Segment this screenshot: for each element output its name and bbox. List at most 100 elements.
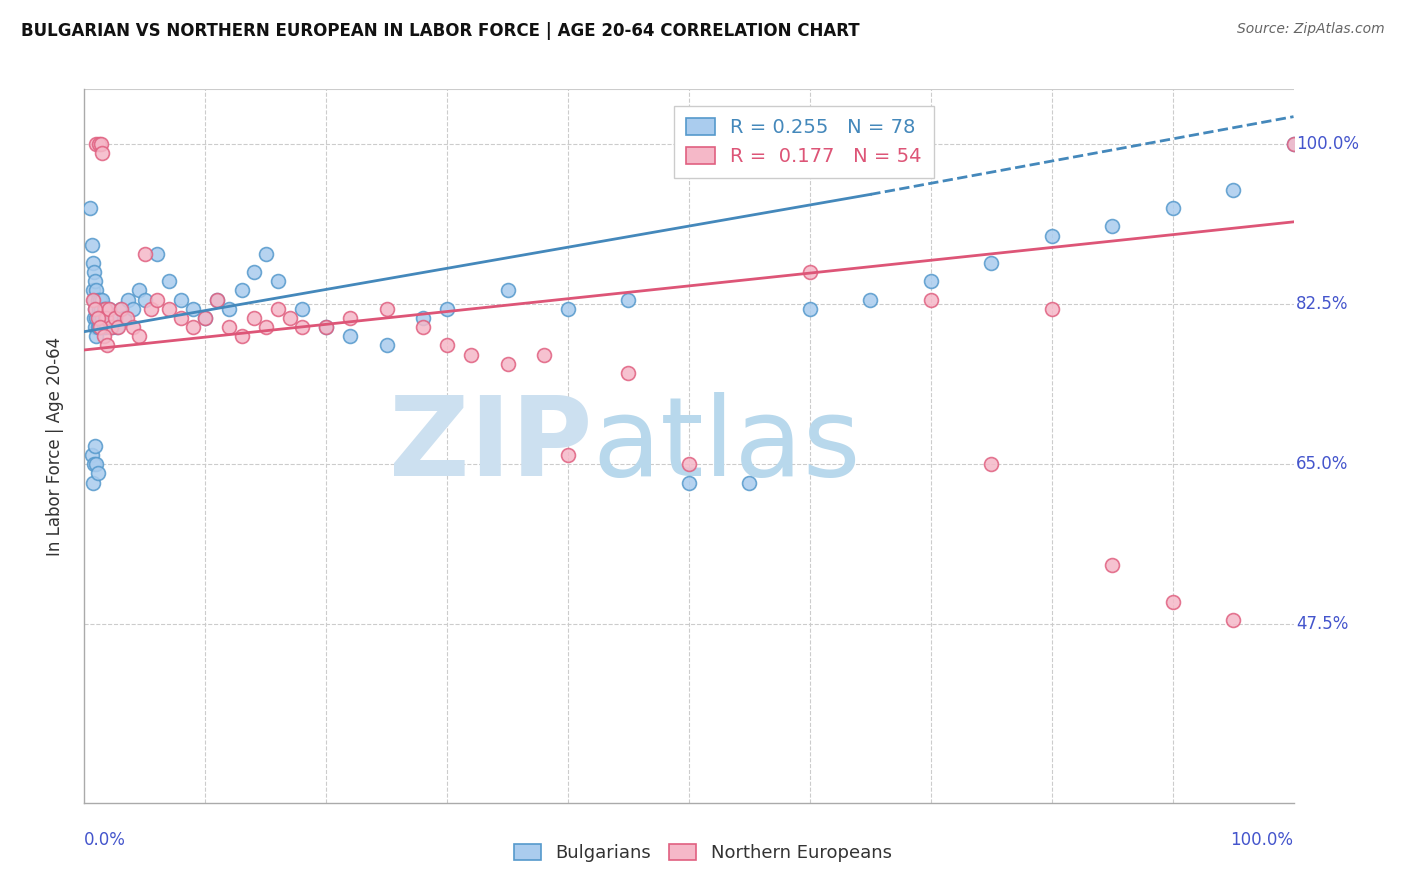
Point <box>82 284 104 298</box>
Point <box>94 320 117 334</box>
Point <box>128 284 150 298</box>
Point <box>207 293 229 307</box>
Point <box>86 293 108 307</box>
Point <box>278 310 301 325</box>
Point <box>799 265 821 279</box>
Point <box>375 301 398 316</box>
Point <box>170 310 193 325</box>
Point <box>83 265 105 279</box>
Point <box>1161 201 1184 215</box>
Point <box>1101 219 1123 234</box>
Point <box>496 357 519 371</box>
Point <box>90 137 112 152</box>
Point <box>112 310 135 325</box>
Point <box>859 293 882 307</box>
Point <box>920 293 942 307</box>
Point <box>375 338 398 352</box>
Point <box>291 301 314 316</box>
Point <box>460 347 482 361</box>
Point <box>267 274 290 288</box>
Point <box>86 310 108 325</box>
Point <box>980 256 1002 270</box>
Point <box>87 301 110 316</box>
Point <box>231 329 253 343</box>
Point <box>436 301 458 316</box>
Point <box>557 448 579 462</box>
Point <box>115 310 138 325</box>
Point <box>291 320 314 334</box>
Legend: R = 0.255   N = 78, R =  0.177   N = 54: R = 0.255 N = 78, R = 0.177 N = 54 <box>673 106 934 178</box>
Point <box>100 320 122 334</box>
Legend: Bulgarians, Northern Europeans: Bulgarians, Northern Europeans <box>506 837 900 870</box>
Text: 0.0%: 0.0% <box>84 831 127 849</box>
Point <box>134 293 156 307</box>
Point <box>207 293 229 307</box>
Point <box>1101 558 1123 572</box>
Point <box>128 329 150 343</box>
Point <box>110 301 132 316</box>
Point <box>87 320 110 334</box>
Point <box>104 310 127 325</box>
Point <box>1222 183 1244 197</box>
Point <box>412 310 434 325</box>
Point <box>104 310 127 325</box>
Y-axis label: In Labor Force | Age 20-64: In Labor Force | Age 20-64 <box>45 336 63 556</box>
Point <box>1282 137 1305 152</box>
Point <box>89 293 111 307</box>
Point <box>157 274 180 288</box>
Point <box>170 293 193 307</box>
Point <box>86 320 108 334</box>
Point <box>82 475 104 490</box>
Point <box>1040 301 1063 316</box>
Point <box>557 301 579 316</box>
Point <box>315 320 337 334</box>
Point <box>94 301 117 316</box>
Point <box>84 439 107 453</box>
Point <box>89 310 111 325</box>
Point <box>617 366 640 380</box>
Point <box>231 284 253 298</box>
Point <box>139 301 162 316</box>
Point <box>80 237 103 252</box>
Point <box>1040 228 1063 243</box>
Point <box>83 310 105 325</box>
Point <box>678 458 700 472</box>
Point <box>105 320 128 334</box>
Text: 65.0%: 65.0% <box>1296 455 1348 474</box>
Point <box>254 320 277 334</box>
Point <box>86 467 108 481</box>
Point <box>86 310 108 325</box>
Point <box>533 347 555 361</box>
Point <box>194 310 217 325</box>
Point <box>83 458 105 472</box>
Point <box>91 146 114 161</box>
Point <box>82 256 104 270</box>
Point <box>86 284 108 298</box>
Point <box>93 320 115 334</box>
Point <box>91 293 114 307</box>
Point <box>117 293 139 307</box>
Text: 100.0%: 100.0% <box>1230 831 1294 849</box>
Point <box>97 301 120 316</box>
Point <box>617 293 640 307</box>
Point <box>678 475 700 490</box>
Point <box>339 310 361 325</box>
Point <box>134 247 156 261</box>
Point <box>93 329 115 343</box>
Point <box>980 458 1002 472</box>
Point <box>94 310 117 325</box>
Point <box>218 320 240 334</box>
Point <box>496 284 519 298</box>
Point <box>436 338 458 352</box>
Point <box>1222 613 1244 627</box>
Point <box>84 301 107 316</box>
Point <box>86 329 108 343</box>
Point <box>89 320 111 334</box>
Point <box>93 301 115 316</box>
Point <box>91 310 114 325</box>
Point <box>94 301 117 316</box>
Text: BULGARIAN VS NORTHERN EUROPEAN IN LABOR FORCE | AGE 20-64 CORRELATION CHART: BULGARIAN VS NORTHERN EUROPEAN IN LABOR … <box>21 22 859 40</box>
Text: 82.5%: 82.5% <box>1296 295 1348 313</box>
Point <box>83 293 105 307</box>
Point <box>86 137 108 152</box>
